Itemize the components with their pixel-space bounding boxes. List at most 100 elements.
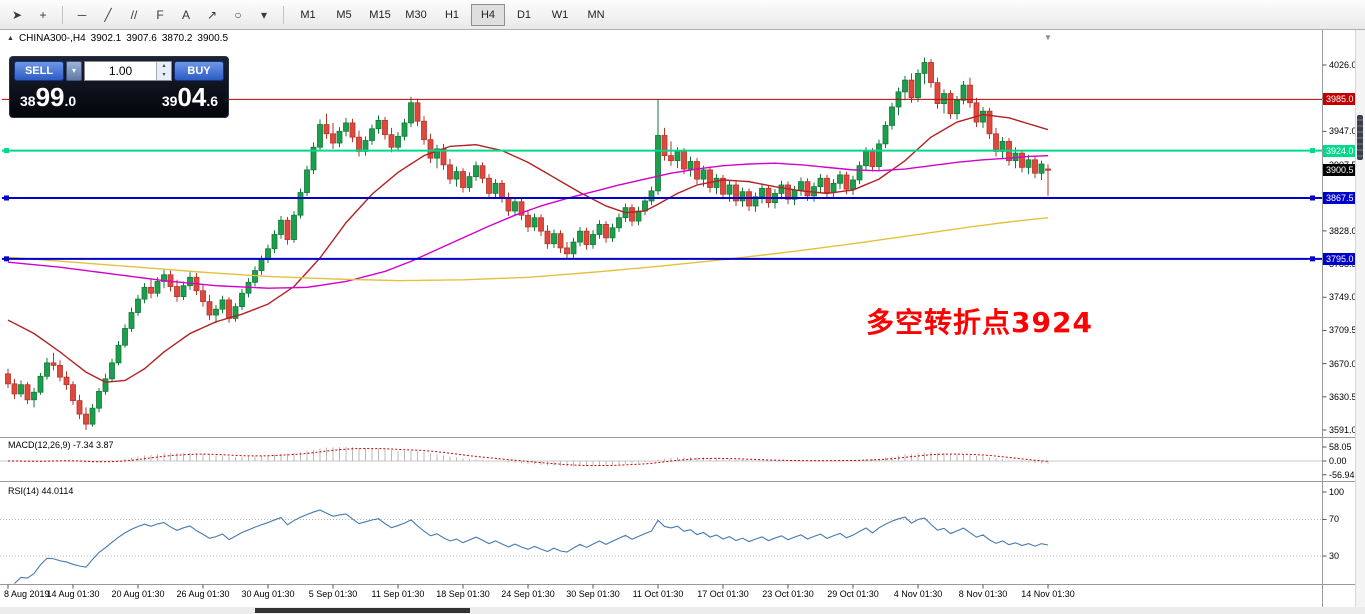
arrows-tool[interactable]: ↗	[206, 7, 218, 22]
horizontal-scrollbar-thumb[interactable]	[255, 608, 470, 613]
sell-button[interactable]: SELL	[14, 60, 64, 81]
horizontal-scrollbar[interactable]	[0, 607, 1365, 614]
symbol-marker-icon: ▲	[7, 35, 14, 42]
lot-size-value: 1.00	[108, 63, 133, 78]
time-axis-label: 18 Sep 01:30	[436, 589, 490, 599]
candle-body	[219, 299, 226, 310]
candle-body	[694, 161, 700, 180]
candle-body	[720, 177, 726, 195]
time-axis-label: 24 Sep 01:30	[501, 589, 555, 599]
candle-body	[24, 384, 31, 401]
candle-body	[5, 373, 11, 385]
candle-body	[421, 120, 427, 141]
candle-body	[785, 184, 791, 200]
chart-annotation-text[interactable]: 多空转折点3924	[866, 306, 1093, 339]
candle-body	[1019, 152, 1025, 168]
toolbar-divider	[62, 5, 63, 24]
candle-body	[278, 219, 284, 235]
candle-body	[960, 84, 967, 101]
candle-body	[752, 196, 759, 207]
equidistant-channel-tool[interactable]: //	[130, 7, 138, 22]
crosshair-tool[interactable]: +	[39, 7, 47, 22]
price-level-badge: 3795.0	[1323, 252, 1363, 265]
candle-body	[148, 286, 154, 294]
order-type-dropdown[interactable]: ▾	[66, 60, 82, 81]
candle-body	[941, 93, 947, 104]
candle-body	[804, 181, 811, 197]
hline-handle	[1310, 195, 1315, 201]
candle-body	[226, 299, 232, 319]
candle-body	[206, 301, 213, 316]
candle-body	[18, 384, 24, 395]
candle-body	[993, 133, 999, 152]
price-tick-label: 3630.5	[1329, 391, 1357, 402]
toolbar: ➤ + ─ ╱ // F A ↗ ○ ▾ M1 M5 M15 M30 H1 H4 D1 W1 MN	[0, 0, 1365, 30]
shapes-tool[interactable]: ○	[234, 7, 242, 22]
fibonacci-tool[interactable]: F	[156, 7, 164, 22]
lot-decrease-button[interactable]: ▾	[157, 70, 171, 80]
price-tick-label: 3828.0	[1329, 225, 1357, 236]
candle-body	[830, 182, 837, 193]
one-click-trading-panel: SELL ▾ 1.00 ▴ ▾ BUY 38 99.0 39 04.6	[9, 56, 229, 118]
candle-body	[915, 72, 921, 99]
timeframe-w1[interactable]: W1	[551, 8, 569, 21]
cursor-tool[interactable]: ➤	[11, 7, 23, 22]
candle-body	[408, 102, 414, 124]
timeframe-h4[interactable]: H4	[471, 3, 505, 26]
candle-body	[323, 124, 330, 135]
timeframe-h1[interactable]: H1	[444, 8, 460, 21]
candle-body	[876, 143, 882, 167]
horizontal-line-tool[interactable]: ─	[77, 7, 87, 22]
candle-body	[700, 169, 707, 180]
candle-body	[544, 230, 551, 245]
rsi-line	[14, 509, 1049, 584]
caret-down-icon: ▾	[71, 66, 76, 75]
timeframe-m30[interactable]: M30	[405, 8, 427, 21]
candle-body	[954, 99, 960, 115]
macd-signal-line	[7, 448, 1049, 467]
candle-body	[492, 182, 499, 194]
candle-body	[382, 119, 388, 136]
timeframe-m5[interactable]: M5	[336, 8, 352, 21]
candle-body	[1032, 159, 1038, 174]
candle-body	[583, 230, 590, 245]
candle-body	[798, 181, 804, 191]
candle-body	[616, 217, 622, 229]
buy-button[interactable]: BUY	[174, 60, 224, 81]
price-tick-label: 3947.0	[1329, 126, 1357, 137]
candle-body	[668, 155, 674, 162]
candle-body	[213, 308, 219, 316]
time-axis-label: 23 Oct 01:30	[762, 589, 814, 599]
timeframe-d1[interactable]: D1	[516, 8, 532, 21]
candle-body	[31, 391, 37, 401]
candle-body	[109, 362, 115, 380]
lot-size-input[interactable]: 1.00 ▴ ▾	[84, 60, 172, 81]
text-tool[interactable]: A	[181, 7, 190, 22]
candle-body	[297, 192, 304, 216]
shapes-dropdown-caret[interactable]: ▾	[260, 7, 268, 22]
timeframe-m1[interactable]: M1	[300, 8, 316, 21]
trendline-tool[interactable]: ╱	[104, 7, 112, 22]
lot-increase-button[interactable]: ▴	[157, 61, 171, 71]
candle-body	[564, 247, 570, 255]
timeframe-mn[interactable]: MN	[587, 8, 605, 21]
vertical-scrollbar[interactable]	[1355, 30, 1365, 607]
hline-handle	[1310, 148, 1315, 154]
candle-body	[1025, 159, 1032, 168]
timeframe-m15[interactable]: M15	[369, 8, 391, 21]
candle-body	[817, 177, 824, 188]
price-level-badge: 3867.5	[1323, 191, 1363, 204]
vertical-scrollbar-thumb[interactable]	[1357, 115, 1363, 160]
candle-body	[50, 362, 57, 366]
candle-body	[343, 122, 349, 132]
price-tick-label: 3749.0	[1329, 292, 1357, 303]
candle-body	[921, 62, 928, 74]
candle-body	[551, 233, 557, 245]
ma-slow-yellow	[7, 217, 1049, 282]
candle-body	[726, 184, 733, 195]
price-level-badge: 3900.5	[1323, 164, 1363, 177]
candle-body	[778, 184, 785, 194]
rsi-tick-label: 100	[1329, 487, 1345, 497]
time-axis-label: 5 Sep 01:30	[308, 589, 358, 599]
